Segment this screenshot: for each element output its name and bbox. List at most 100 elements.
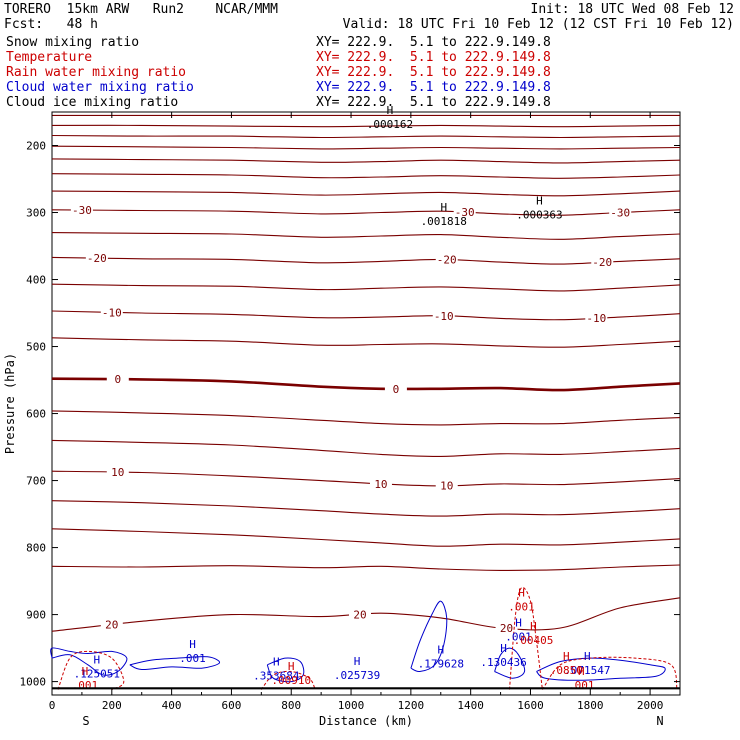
y-tick-label: 400: [26, 274, 46, 287]
y-tick-label: 1000: [20, 676, 47, 689]
y-axis-label: Pressure (hPa): [3, 353, 17, 454]
south-label: S: [82, 714, 89, 728]
isotherm-line: [51, 124, 681, 128]
cloud-ice-max-marker: H: [387, 104, 394, 117]
cloud-water-max-marker: H: [273, 656, 280, 669]
isotherm-label-bg: [384, 382, 407, 395]
isotherm-line: [51, 158, 681, 164]
x-tick-label: 1400: [457, 699, 484, 712]
header-fcst: Fcst: 48 h: [4, 17, 98, 32]
y-tick-label: 600: [26, 408, 46, 421]
x-tick-label: 0: [49, 699, 56, 712]
isotherm-label: -20: [87, 252, 107, 265]
field-xy-temperature: XY= 222.9. 5.1 to 222.9.149.8: [316, 50, 551, 65]
cloud-water-max-value: .025739: [334, 669, 380, 682]
rain-contour: [260, 670, 316, 690]
header-valid: Valid: 18 UTC Fri 10 Feb 12 (12 CST Fri …: [342, 17, 734, 32]
x-tick-label: 600: [221, 699, 241, 712]
isotherm-label-bg: [369, 477, 392, 490]
rain-max-value: .00910: [271, 674, 311, 687]
field-name-cloud-ice: Cloud ice mixing ratio: [6, 95, 179, 110]
cloud-water-max-value: .179628: [418, 657, 464, 670]
isotherm-line: [51, 337, 681, 348]
isotherm-label: -20: [437, 254, 457, 267]
y-tick-label: 700: [26, 475, 46, 488]
cloud-ice-max-value: .000363: [516, 209, 562, 222]
isotherm-label-bg: [100, 618, 123, 631]
cloud-water-max-marker: H: [584, 650, 591, 663]
rain-contours: [57, 586, 678, 691]
rain-contour: [541, 656, 678, 690]
isotherm-line: [51, 232, 681, 240]
isotherm-labels: -30 -30 -30 -20 -20 -20 -10 -10 -10 0 0 10 10 10 20 20 2…: [70, 204, 632, 635]
isotherm-label-bg: [106, 466, 129, 479]
isotherm-label: -10: [586, 312, 606, 325]
cloud-water-contour: [129, 656, 221, 671]
field-xy-rain: XY= 222.9. 5.1 to 222.9.149.8: [316, 65, 551, 80]
isotherm-label: 10: [111, 466, 124, 479]
x-tick-label: 1000: [338, 699, 365, 712]
isotherm-line: [51, 470, 681, 487]
isotherm-label-bg: [585, 312, 608, 325]
cloud-water-contours: [50, 600, 666, 683]
isotherm-label-bg: [453, 206, 476, 219]
cloud-water-contour: [266, 657, 305, 683]
isotherm-label: 10: [440, 480, 453, 493]
field-xy-snow: XY= 222.9. 5.1 to 222.9.149.8: [316, 35, 551, 50]
cloud-water-max-marker: H: [500, 642, 507, 655]
isotherm-line: [51, 564, 681, 571]
x-tick-label: 200: [102, 699, 122, 712]
x-tick-label: 400: [162, 699, 182, 712]
cloud-ice-max-marker: H: [440, 201, 447, 214]
isotherm-line: [51, 528, 681, 547]
cloud-ice-max-value: .001818: [421, 215, 467, 228]
isotherm-label-bg: [591, 256, 614, 269]
isotherm-label: -30: [72, 204, 92, 217]
field-maxima: H.125051H.353684H.025739H.179628H.130436…: [72, 104, 611, 692]
rain-max-marker: H: [518, 587, 525, 600]
field-name-temperature: Temperature: [6, 50, 93, 65]
field-name-cloud-water: Cloud water mixing ratio: [6, 80, 194, 95]
rain-max-marker: H: [288, 660, 295, 673]
isotherm-label: 0: [114, 373, 121, 386]
cloud-ice-max-marker: H: [536, 195, 543, 208]
cloud-water-max-marker: H: [515, 617, 522, 630]
cloud-water-contour: [494, 647, 526, 679]
isotherm-label-bg: [435, 479, 458, 492]
isotherm-label-bg: [609, 206, 632, 219]
x-tick-label: 1600: [517, 699, 544, 712]
header-model: TORERO 15km ARW Run2 NCAR/MMM: [4, 2, 278, 17]
isotherm-label: 20: [500, 622, 513, 635]
isotherm-label-bg: [85, 252, 108, 265]
isotherm-label: -20: [592, 256, 612, 269]
cloud-water-max-marker: H: [94, 654, 101, 667]
rain-max-value: .00405: [514, 634, 554, 647]
isotherm-line: [51, 145, 681, 150]
cloud-water-max-marker: H: [189, 638, 196, 651]
isotherm-label: -30: [455, 206, 475, 219]
isotherm-line: [51, 256, 681, 265]
isotherm-label-bg: [106, 373, 129, 386]
isotherm-line: [51, 439, 681, 457]
rain-max-value: .001: [508, 601, 535, 614]
isotherm-label: -10: [102, 306, 122, 319]
cloud-water-max-value: .001: [179, 652, 206, 665]
cloud-water-max-marker: H: [354, 655, 361, 668]
y-tick-label: 200: [26, 140, 46, 153]
rain-max-marker: H: [82, 665, 89, 678]
isotherm-line: [51, 377, 681, 392]
rain-max-marker: H: [563, 650, 570, 663]
cloud-water-max-value: .001: [505, 631, 532, 644]
isotherm-label-bg: [432, 309, 455, 322]
y-tick-label: 800: [26, 542, 46, 555]
x-tick-label: 2000: [637, 699, 664, 712]
field-xy-cloud-water: XY= 222.9. 5.1 to 222.9.149.8: [316, 80, 551, 95]
y-tick-label: 900: [26, 609, 46, 622]
rain-contour: [509, 586, 543, 690]
x-tick-label: 800: [281, 699, 301, 712]
cloud-water-max-value: .071547: [564, 664, 610, 677]
y-tick-label: 300: [26, 207, 46, 220]
isotherm-line: [51, 209, 681, 216]
isotherm-label: 10: [374, 478, 387, 491]
